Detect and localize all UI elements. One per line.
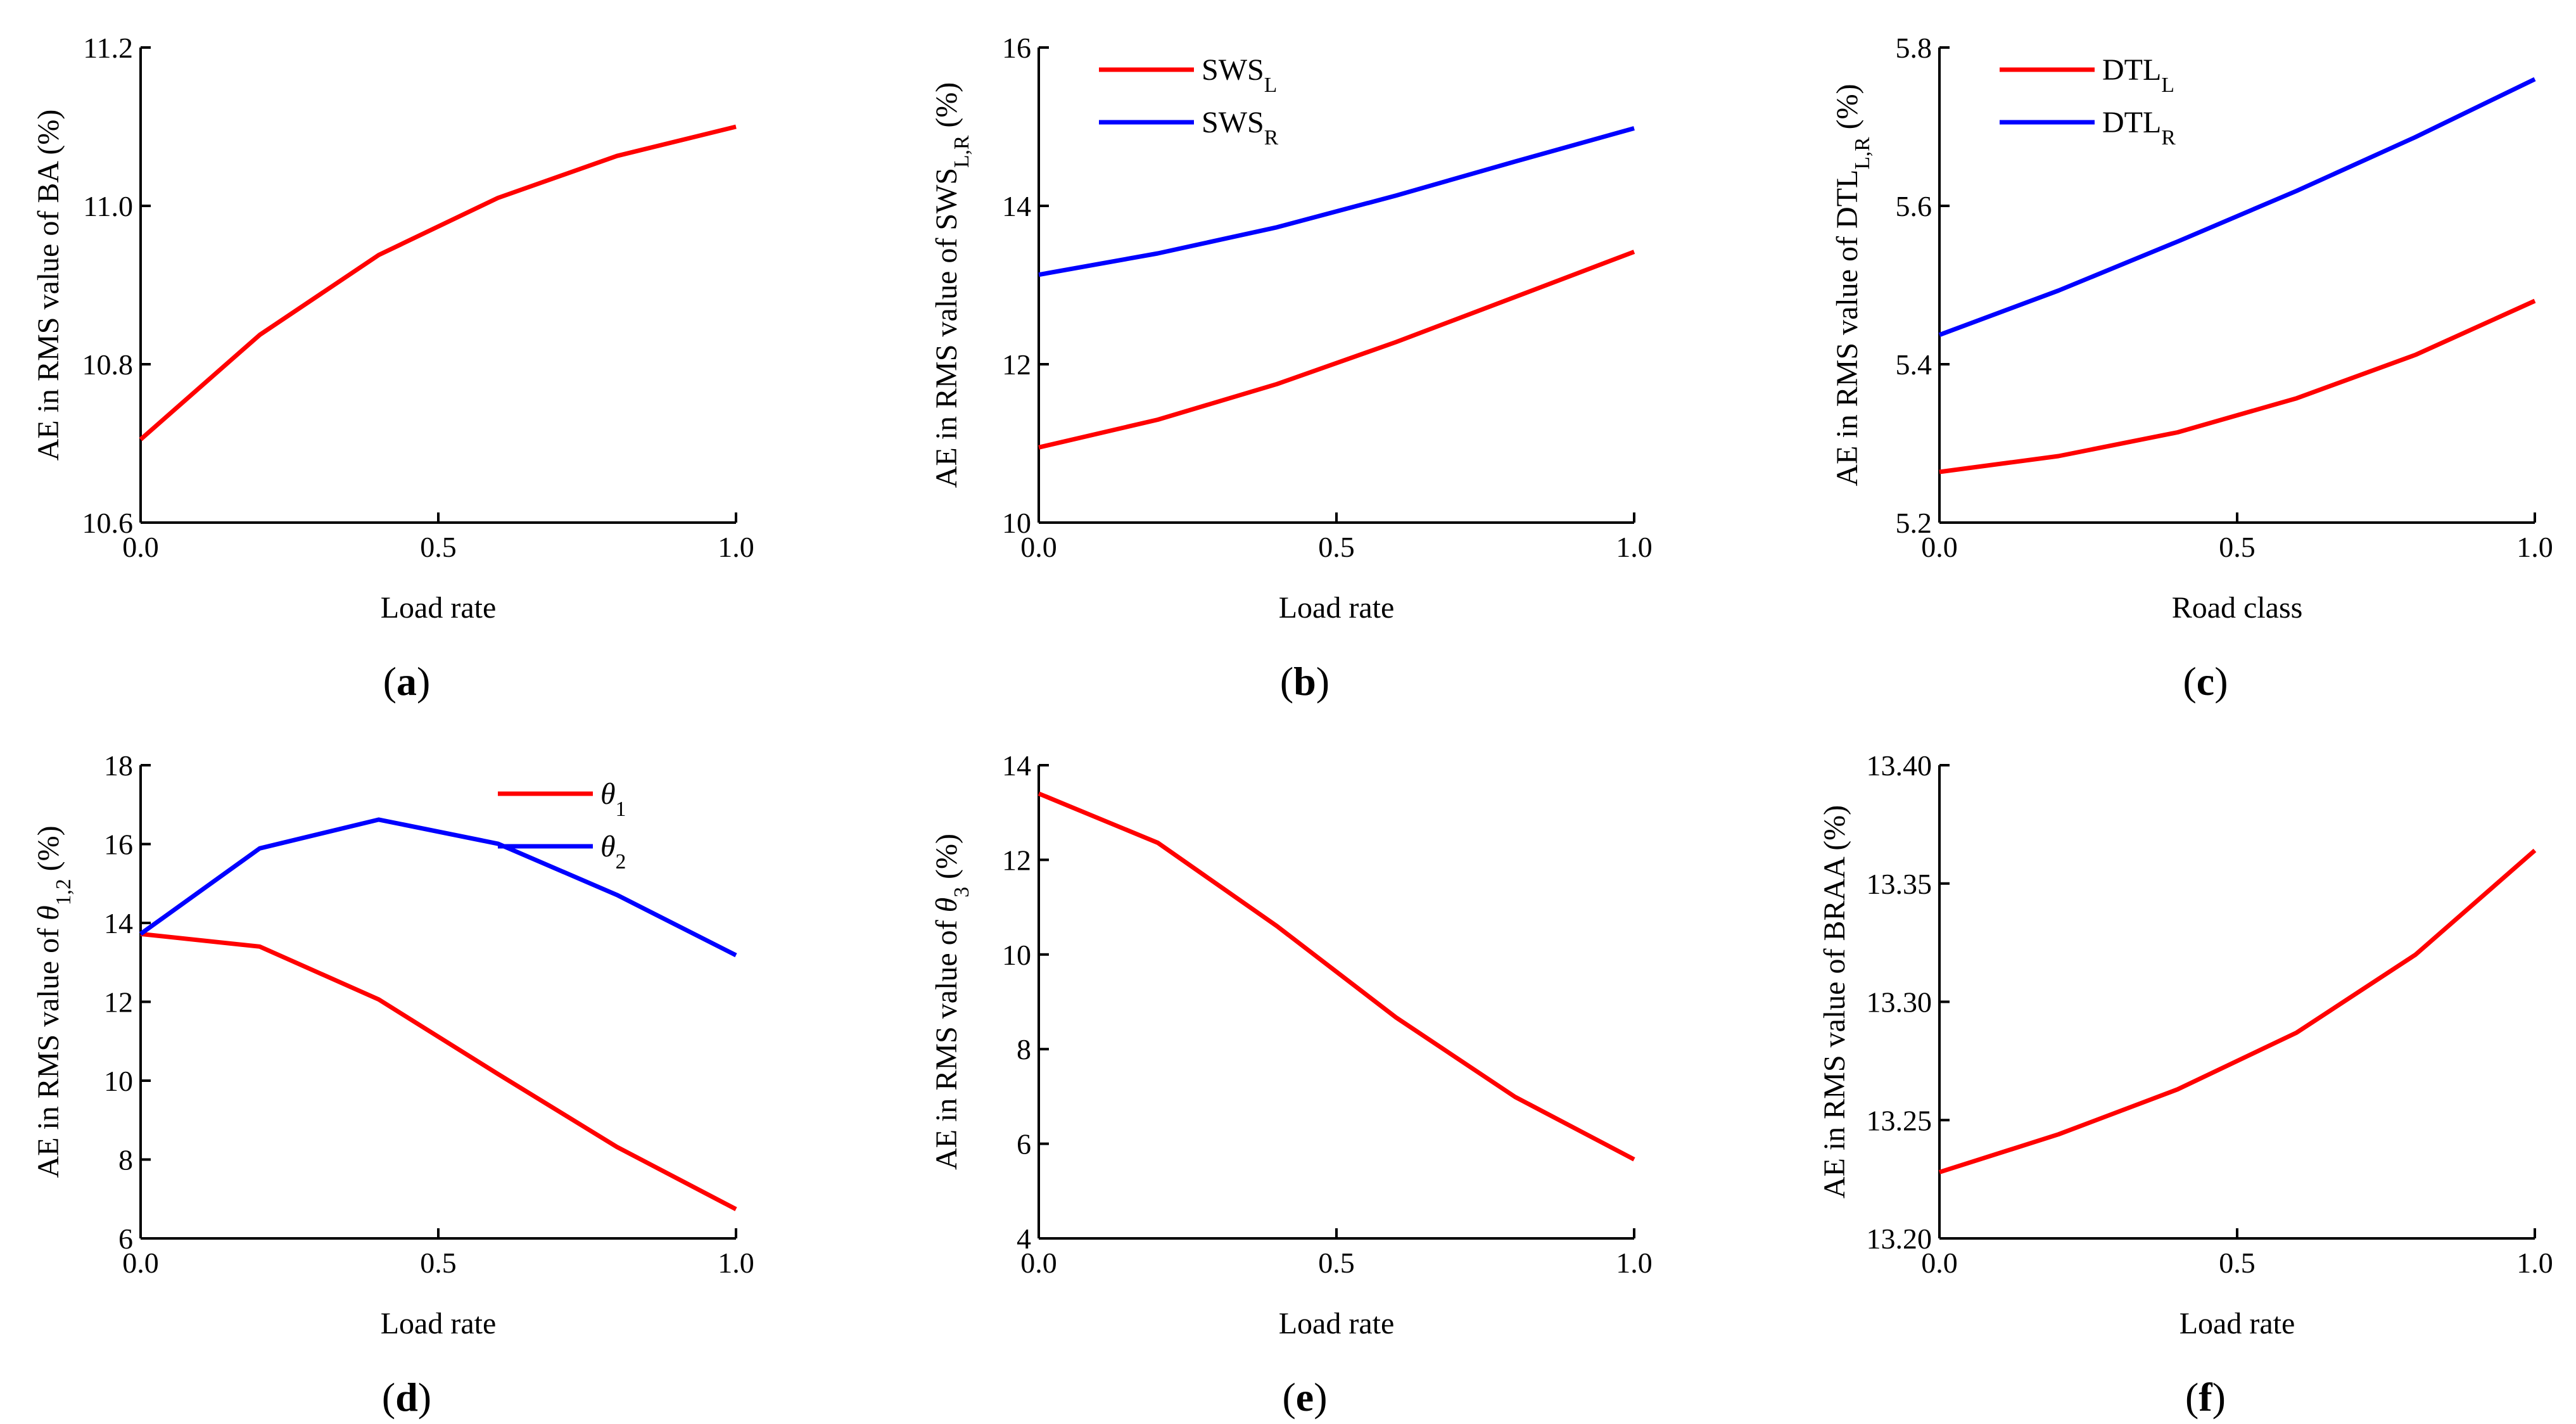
legend-label: DTLR [2102,106,2176,149]
y-axis-title: AE in RMS value of SWSL,R (%) [930,82,974,488]
legend-label: θ2 [600,830,626,874]
chart-panel-c: 5.2 5.4 5.6 5.8 0.0 0.5 1.0 Road class AE in RMS… [1830,32,2553,704]
series-line-SWS_L [1038,250,1635,450]
y-tick-label: 10.8 [82,348,134,381]
panel-caption: (b) [1280,659,1329,704]
y-tick-label: 4 [1017,1223,1031,1255]
x-tick-label: 0.0 [1020,531,1057,563]
y-tick-label: 18 [104,749,133,782]
x-tick-label: 0.5 [420,531,457,563]
x-tick-label: 0.5 [1318,531,1355,563]
y-tick-label: 5.2 [1896,507,1932,539]
y-tick-label: 13.25 [1867,1104,1932,1136]
series-line-DTL_R [1938,77,2536,337]
y-axis-title: AE in RMS value of BA (%) [32,110,65,461]
x-axis-title: Load rate [381,1307,497,1340]
y-axis-title: AE in RMS value of θ3 (%) [930,834,974,1170]
legend-label: SWSR [1202,106,1279,149]
x-tick-label: 0.5 [1318,1247,1355,1279]
x-axis-title: Load rate [2179,1307,2295,1340]
y-axis-title: AE in RMS value of BRAA (%) [1818,805,1851,1198]
y-tick-label: 5.8 [1896,32,1932,64]
x-axis-title: Load rate [1279,591,1395,625]
legend-label: θ1 [600,777,626,821]
y-axis-title: AE in RMS value of θ1,2 (%) [32,825,75,1178]
y-tick-label: 14 [1002,749,1031,782]
y-tick-label: 11.2 [83,32,133,64]
y-tick-label: 14 [1002,190,1031,222]
panel-caption: (a) [383,659,431,704]
y-tick-label: 16 [104,829,133,861]
x-tick-label: 1.0 [1616,1247,1653,1279]
y-tick-label: 5.6 [1896,190,1932,222]
y-tick-label: 12 [1002,348,1031,381]
x-tick-label: 1.0 [2516,531,2553,563]
x-tick-label: 1.0 [2516,1247,2553,1279]
x-tick-label: 0.5 [2219,1247,2256,1279]
chart-panel-f: 13.20 13.25 13.30 13.35 13.40 0.0 0.5 1.0 Load r… [1818,749,2553,1420]
y-tick-label: 12 [1002,844,1031,876]
x-tick-label: 0.0 [122,531,159,563]
y-tick-label: 10.6 [82,507,134,539]
y-tick-label: 6 [118,1223,133,1255]
x-tick-label: 0.5 [2219,531,2256,563]
y-tick-label: 5.4 [1896,348,1932,381]
series-line-DTL_L [1939,298,2536,474]
chart-panel-b: 10 12 14 16 0.0 0.5 1.0 Load rate AE in RMS valu… [930,32,1653,704]
y-tick-label: 13.20 [1867,1223,1932,1255]
y-axis-title: AE in RMS value of DTLL,R (%) [1830,84,1874,486]
x-tick-label: 0.5 [420,1247,457,1279]
y-tick-label: 6 [1017,1128,1031,1160]
series-line-BA [139,124,737,442]
y-tick-label: 12 [104,986,133,1019]
y-tick-label: 8 [118,1144,133,1176]
x-tick-label: 0.0 [1020,1247,1057,1279]
y-tick-label: 13.35 [1867,868,1932,900]
series-line-θ1 [140,931,737,1212]
y-tick-label: 10 [1002,507,1031,539]
y-tick-label: 8 [1017,1033,1031,1065]
y-tick-label: 10 [1002,939,1031,971]
x-tick-label: 1.0 [718,531,754,563]
x-tick-label: 1.0 [718,1247,754,1279]
x-tick-label: 0.0 [1921,1247,1958,1279]
y-tick-label: 11.0 [83,190,133,222]
panel-caption: (f) [2185,1375,2226,1420]
legend-label: DTLL [2102,53,2174,97]
panel-caption: (e) [1282,1375,1327,1420]
y-tick-label: 14 [104,907,133,939]
series-line-θ2 [139,817,737,958]
panel-caption: (c) [2183,659,2228,704]
x-tick-label: 1.0 [1616,531,1653,563]
x-axis-title: Load rate [381,591,497,625]
y-tick-label: 16 [1002,32,1031,64]
chart-panel-d: 6 8 10 12 14 16 18 0.0 0.5 1.0 Load rate AE in RMS … [32,749,754,1420]
panel-caption: (d) [382,1375,431,1420]
x-axis-title: Load rate [1279,1307,1395,1340]
x-tick-label: 0.0 [1921,531,1958,563]
x-axis-title: Road class [2172,591,2303,625]
y-tick-label: 13.30 [1867,986,1932,1019]
series-line-BRAA [1938,848,2537,1174]
chart-panel-e: 4 6 8 10 12 14 0.0 0.5 1.0 Load rate AE in RMS val… [930,749,1653,1420]
chart-panel-a: 10.6 10.8 11.0 11.2 0.0 0.5 1.0 Load rate AE in … [32,32,754,704]
y-tick-label: 13.40 [1867,749,1932,782]
x-tick-label: 0.0 [122,1247,159,1279]
y-tick-label: 10 [104,1065,133,1097]
series-line-θ3 [1037,791,1635,1162]
legend-label: SWSL [1202,53,1277,97]
series-line-SWS_R [1038,126,1635,277]
